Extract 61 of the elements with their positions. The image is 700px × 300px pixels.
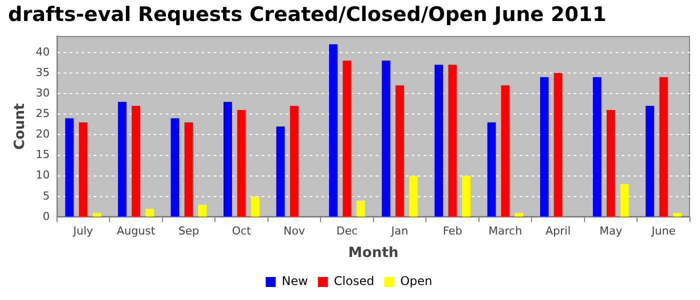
y-tick-label: 20 [36, 128, 50, 141]
chart-title: drafts-eval Requests Created/Closed/Open June 2011 [8, 2, 606, 26]
y-axis-title: Count [12, 102, 28, 150]
bar [329, 44, 338, 216]
bar [65, 118, 74, 216]
bar [448, 64, 457, 216]
x-tick-label: March [488, 224, 522, 238]
y-tick-label: 35 [36, 66, 50, 79]
bar [554, 73, 562, 216]
bar [356, 200, 365, 216]
bar [396, 85, 404, 216]
x-axis-title: Month [348, 245, 398, 262]
bar [540, 77, 549, 216]
bar [382, 60, 390, 216]
bar [487, 122, 496, 216]
x-tick-label: Jan [390, 224, 408, 238]
x-tick-label: Nov [284, 224, 306, 238]
legend-label: Open [400, 274, 432, 288]
legend-label: Closed [334, 274, 374, 288]
bar [514, 212, 524, 216]
bar [592, 77, 602, 216]
y-tick-label: 25 [36, 107, 50, 120]
y-tick-label: 0 [42, 210, 50, 223]
x-tick-label: Sep [178, 224, 200, 238]
bar [409, 176, 418, 216]
bar [462, 176, 471, 216]
bar [276, 126, 285, 216]
legend-label: New [282, 274, 308, 288]
bar [92, 212, 102, 216]
bar [342, 60, 352, 216]
bar [250, 196, 260, 216]
bar [78, 122, 88, 216]
bar [290, 106, 298, 216]
bar [673, 212, 682, 216]
y-tick-label: 5 [42, 189, 50, 202]
bar [237, 110, 246, 216]
x-tick-label: Oct [232, 224, 252, 238]
x-tick-label: June [650, 224, 676, 238]
bar [184, 122, 193, 216]
bar [501, 85, 510, 216]
x-tick-label: Dec [336, 224, 358, 238]
y-tick-label: 40 [36, 45, 50, 58]
bar [646, 106, 654, 216]
bar [118, 102, 126, 216]
bar [606, 110, 616, 216]
bar [170, 118, 180, 216]
bar [132, 106, 140, 216]
bar [620, 184, 629, 216]
bar [145, 208, 154, 216]
y-tick-label: 15 [36, 148, 50, 162]
bar [224, 102, 232, 216]
x-tick-label: July [72, 224, 94, 238]
bar [659, 77, 668, 216]
bar [198, 204, 207, 216]
x-tick-label: April [546, 224, 571, 238]
y-tick-label: 30 [36, 86, 50, 100]
x-tick-label: Feb [442, 224, 462, 238]
y-tick-label: 10 [36, 168, 50, 182]
bar [434, 64, 444, 216]
x-tick-label: August [116, 224, 156, 238]
x-tick-label: May [599, 224, 623, 238]
